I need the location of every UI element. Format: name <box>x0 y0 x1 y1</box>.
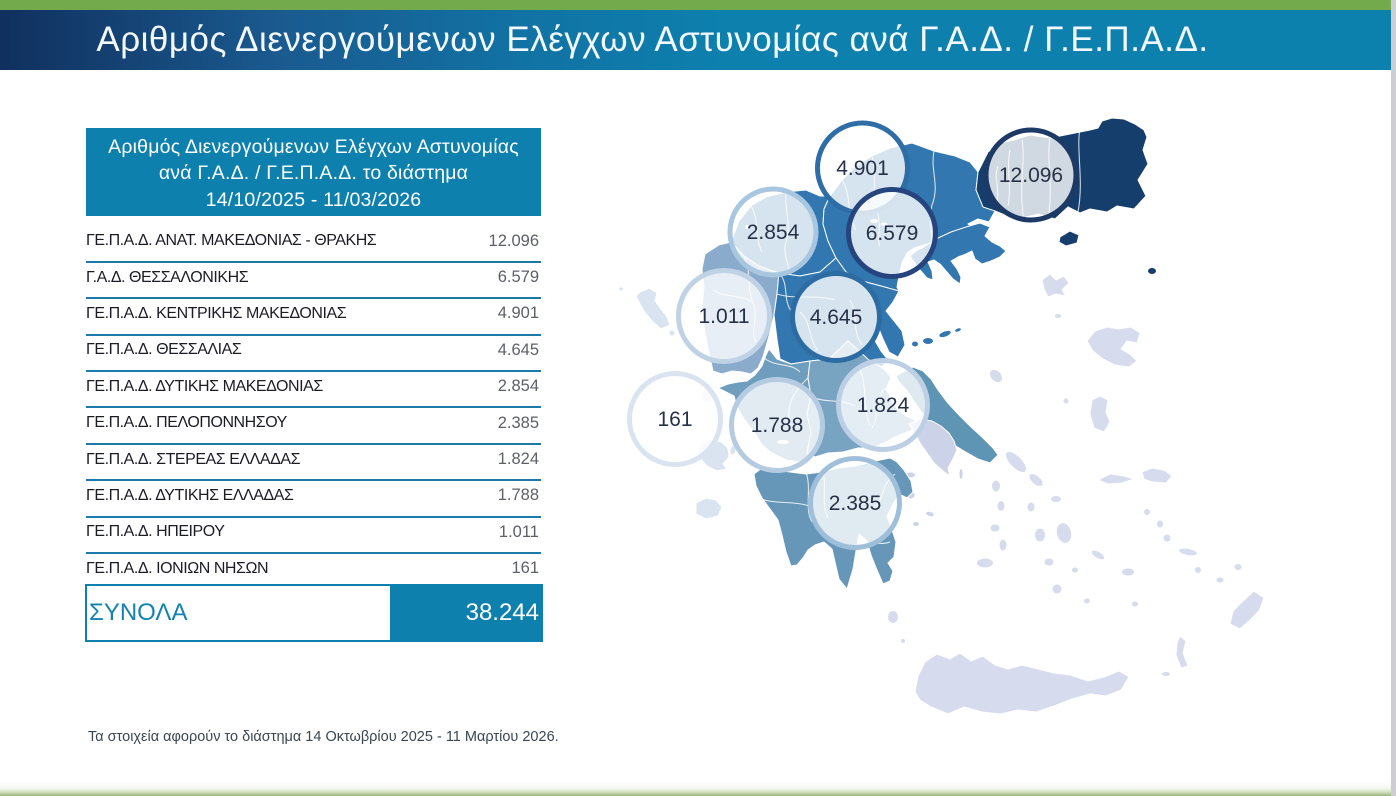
svg-text:4.901: 4.901 <box>836 157 889 180</box>
svg-text:2.854: 2.854 <box>747 221 800 244</box>
svg-text:1.824: 1.824 <box>857 394 910 417</box>
svg-text:1.788: 1.788 <box>751 414 804 437</box>
svg-text:2.385: 2.385 <box>829 492 882 515</box>
svg-text:12.096: 12.096 <box>999 164 1063 187</box>
svg-text:1.011: 1.011 <box>699 305 750 328</box>
svg-text:4.645: 4.645 <box>810 306 863 329</box>
svg-text:161: 161 <box>657 408 692 431</box>
svg-text:6.579: 6.579 <box>866 222 919 245</box>
